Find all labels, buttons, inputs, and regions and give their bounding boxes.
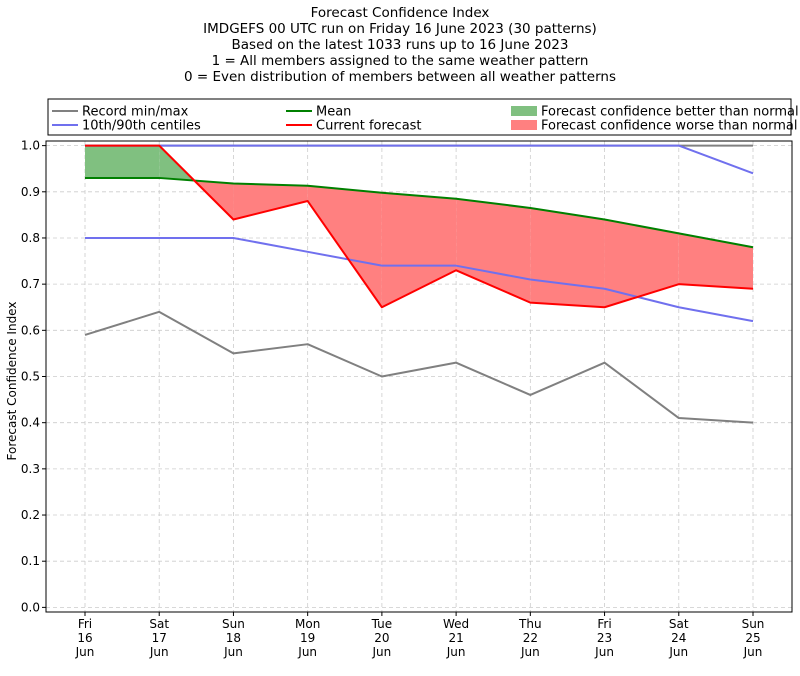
- confidence-worse-fill: [530, 207, 605, 308]
- x-tick-label: Fri 23 Jun: [594, 617, 614, 659]
- x-tick-label: Sat 17 Jun: [149, 617, 170, 659]
- y-tick-label: 0.9: [21, 185, 40, 199]
- chart-title-block: Forecast Confidence Index IMDGEFS 00 UTC…: [0, 5, 800, 85]
- legend-label: Forecast confidence better than normal: [541, 105, 799, 120]
- x-tick-label: Sun 25 Jun: [742, 617, 765, 659]
- legend-label: 10th/90th centiles: [82, 119, 201, 134]
- y-tick-label: 0.7: [21, 277, 40, 291]
- x-tick-label: Thu 22 Jun: [518, 617, 542, 659]
- record-min-line: [84, 310, 754, 424]
- confidence-worse-fill: [307, 185, 382, 308]
- x-tick-label: Fri 16 Jun: [75, 617, 95, 659]
- centile-90-line: [85, 144, 754, 175]
- chart-subtitle-scale-low: 0 = Even distribution of members between…: [183, 69, 617, 85]
- mean-line: [85, 176, 754, 249]
- x-tick-label: Tue 20 Jun: [371, 617, 393, 659]
- x-tick-label: Wed 21 Jun: [443, 617, 469, 659]
- x-tick-label: Sun 18 Jun: [222, 617, 245, 659]
- confidence-better-fill: [85, 145, 160, 178]
- current-forecast-line: [85, 144, 754, 309]
- y-tick-label: 0.4: [21, 416, 40, 430]
- y-tick-label: 0.0: [21, 600, 40, 614]
- y-tick-label: 0.8: [21, 231, 40, 245]
- confidence-worse-fill: [604, 219, 679, 308]
- legend-label: Mean: [316, 105, 351, 120]
- legend-swatch-patch: [511, 120, 537, 130]
- y-tick-label: 0.3: [21, 462, 40, 476]
- y-tick-label: 0.6: [21, 323, 40, 337]
- y-axis-label: Forecast Confidence Index: [5, 302, 19, 461]
- y-tick-label: 0.1: [21, 554, 40, 568]
- series-lines: [84, 144, 754, 424]
- legend-label: Forecast confidence worse than normal: [541, 119, 798, 134]
- legend-box: [47, 98, 792, 136]
- confidence-worse-fill: [233, 183, 308, 220]
- chart-subtitle-basis: Based on the latest 1033 runs up to 16 J…: [231, 37, 569, 53]
- legend-swatch-patch: [511, 106, 537, 116]
- x-tick-label: Mon 19 Jun: [295, 617, 320, 659]
- chart-subtitle-run: IMDGEFS 00 UTC run on Friday 16 June 202…: [203, 21, 597, 37]
- legend: Record min/max Mean Forecast confidence be…: [47, 98, 799, 136]
- legend-label: Record min/max: [82, 105, 189, 120]
- confidence-worse-fill: [678, 233, 753, 289]
- chart-title: Forecast Confidence Index: [310, 5, 490, 21]
- axes: 0.0 0.1 0.2 0.3 0.4 0.5 0.6 0.7 0.8 0.9 1.0 Fri 16 Ju…: [21, 139, 765, 659]
- confidence-worse-fill: [381, 192, 457, 308]
- y-tick-label: 0.5: [21, 370, 40, 384]
- confidence-fills: [85, 145, 753, 308]
- x-tick-label: Sat 24 Jun: [668, 617, 689, 659]
- chart-subtitle-scale-high: 1 = All members assigned to the same wea…: [211, 53, 589, 69]
- legend-label: Current forecast: [316, 119, 422, 134]
- centile-10-line: [85, 236, 754, 323]
- y-tick-label: 1.0: [21, 139, 40, 153]
- y-tick-label: 0.2: [21, 508, 40, 522]
